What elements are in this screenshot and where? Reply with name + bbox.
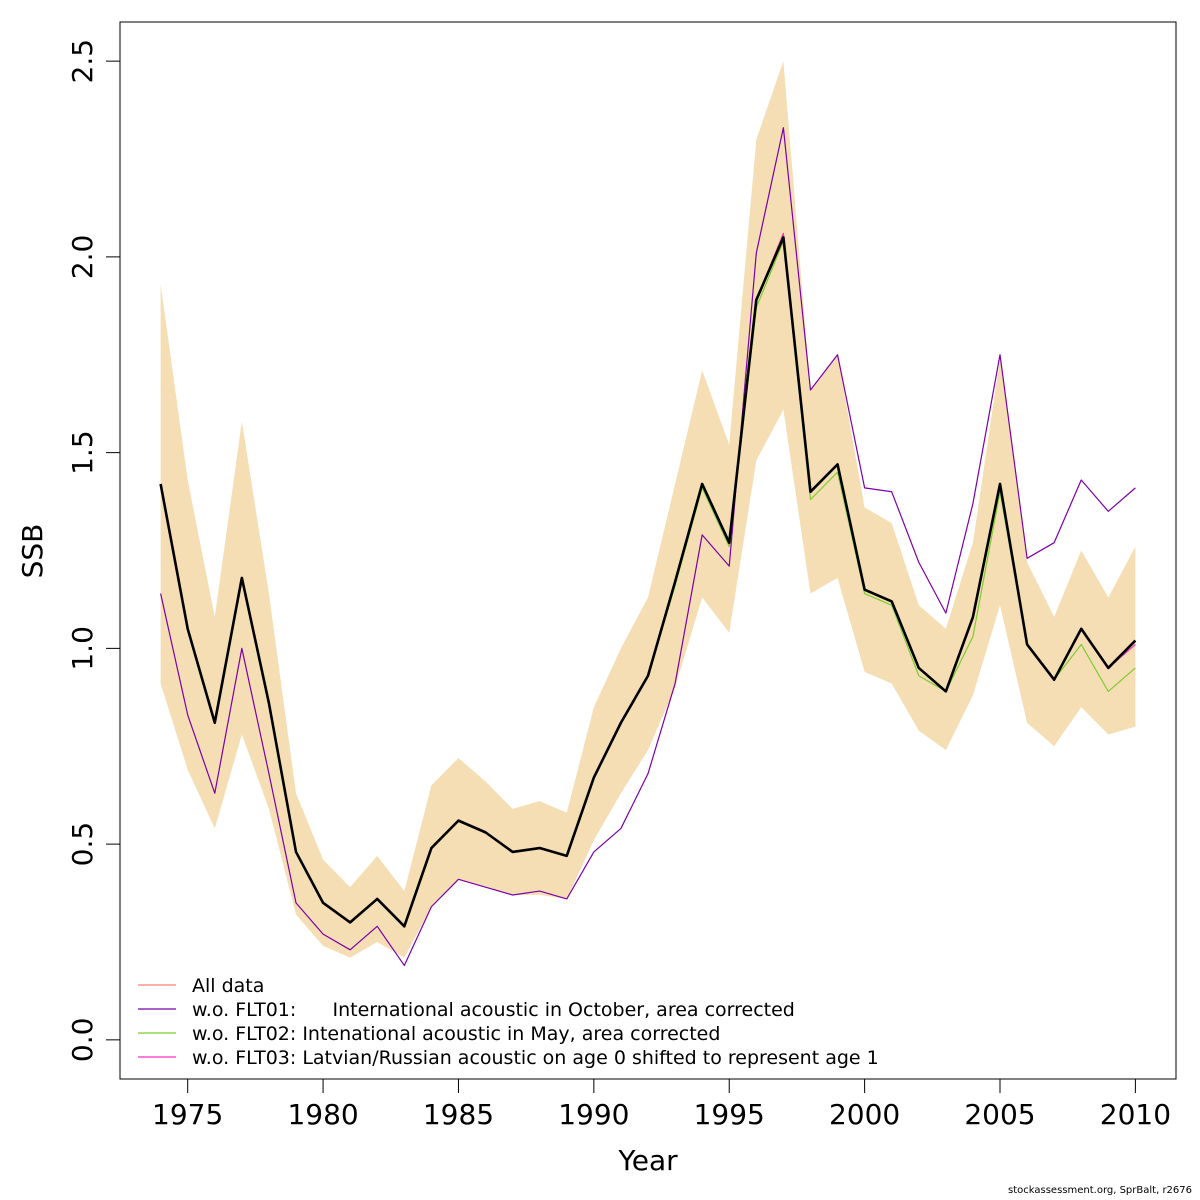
confidence-band-layer — [160, 61, 1136, 958]
footer-credit: stockassessment.org, SprBalt, r2676 — [1008, 1185, 1192, 1196]
y-tick-label: 0.0 — [66, 1018, 99, 1063]
series-line-2 — [160, 127, 1136, 967]
x-tick-label: 1980 — [287, 1098, 358, 1131]
y-tick-label: 2.5 — [66, 39, 99, 84]
legend-label: w.o. FLT03: Latvian/Russian acoustic on … — [192, 1047, 879, 1069]
series-layer — [159, 127, 1137, 967]
x-tick-label: 1995 — [694, 1098, 765, 1131]
y-axis: 0.0 0.5 1.0 1.5 2.0 2.5 — [66, 39, 121, 1063]
x-tick-label: 2000 — [829, 1098, 900, 1131]
x-tick-label: 1985 — [423, 1098, 494, 1131]
series-line-5 — [159, 236, 1137, 928]
y-tick-label: 1.0 — [66, 626, 99, 671]
confidence-band — [160, 61, 1136, 958]
x-axis-label: Year — [617, 1144, 678, 1177]
x-tick-label: 2005 — [964, 1098, 1035, 1131]
x-tick-label: 2010 — [1100, 1098, 1171, 1131]
y-axis-label: SSB — [16, 524, 49, 579]
y-tick-label: 1.5 — [66, 430, 99, 475]
legend-label: All data — [192, 975, 264, 997]
x-tick-label: 1990 — [558, 1098, 629, 1131]
legend-label: w.o. FLT01: International acoustic in Oc… — [192, 999, 795, 1021]
y-tick-label: 2.0 — [66, 235, 99, 280]
x-tick-label: 1975 — [152, 1098, 223, 1131]
y-tick-label: 0.5 — [66, 822, 99, 867]
x-axis: 1975 1980 1985 1990 1995 2000 2005 2010 — [152, 1078, 1171, 1131]
legend-label: w.o. FLT02: Intenational acoustic in May… — [192, 1023, 720, 1045]
